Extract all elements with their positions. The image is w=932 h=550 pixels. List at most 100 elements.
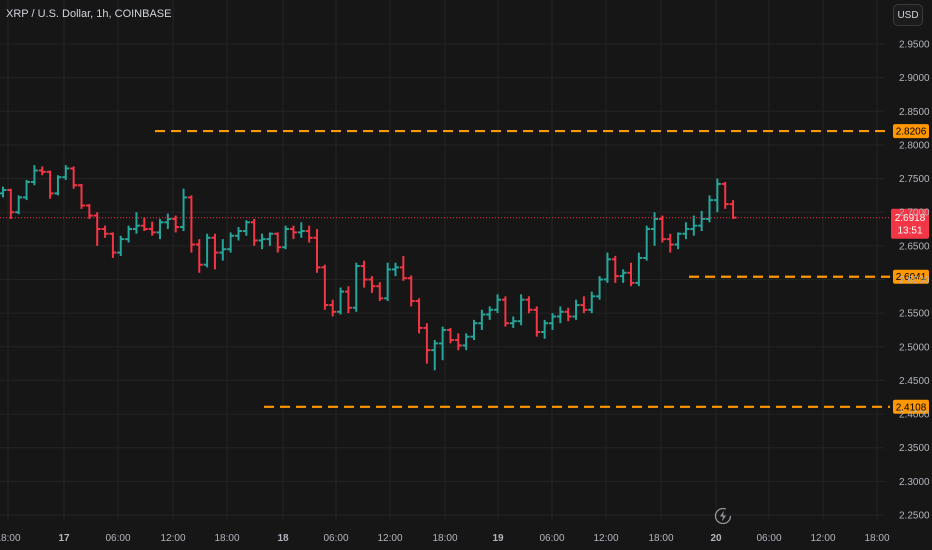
- ohlc-bar: [706, 195, 713, 223]
- ohlc-bar: [132, 212, 140, 234]
- ohlc-bar: [525, 296, 533, 314]
- y-tick-label: 2.5000: [899, 342, 930, 353]
- ohlc-bar: [643, 225, 651, 261]
- currency-button[interactable]: USD: [893, 4, 923, 26]
- y-tick-label: 2.9000: [899, 73, 930, 84]
- y-tick-label: 2.6500: [899, 241, 930, 252]
- ohlc-bar: [62, 165, 70, 180]
- ohlc-bar: [235, 227, 242, 241]
- ohlc-bar: [78, 183, 85, 209]
- ohlc-bar: [7, 188, 15, 219]
- ohlc-bar: [46, 170, 54, 199]
- x-tick-label: 19: [492, 533, 504, 544]
- x-tick-label: 18:00: [432, 533, 457, 544]
- last-price-badge: [891, 208, 929, 239]
- level-lines: 2.6918 13:51 2.8206 2.6041 2.4108: [0, 124, 929, 414]
- ohlc-bar: [439, 326, 447, 361]
- ohlc-bar: [203, 233, 211, 268]
- level-badge: [893, 399, 929, 414]
- ohlc-bar: [635, 252, 643, 287]
- ohlc-bar: [517, 294, 525, 326]
- ohlc-bar: [337, 287, 345, 315]
- y-tick-label: 2.9500: [899, 40, 930, 51]
- y-tick-label: 2.4000: [899, 410, 930, 421]
- ohlc-bar: [611, 255, 619, 283]
- x-tick-label: 18:00: [864, 533, 889, 544]
- ohlc-bar: [282, 225, 290, 250]
- ohlc-bar: [431, 340, 439, 371]
- ohlc-bar: [368, 276, 376, 293]
- ohlc-bar: [219, 239, 227, 261]
- ohlc-bar: [305, 225, 313, 243]
- x-tick-label: 18: [277, 533, 289, 544]
- ohlc-bar: [180, 188, 188, 232]
- ohlc-bar: [258, 233, 266, 250]
- ohlc-bar: [0, 186, 7, 198]
- y-tick-label: 2.6000: [899, 275, 930, 286]
- ohlc-bar: [360, 260, 368, 288]
- ohlc-bar: [156, 218, 164, 240]
- ohlc-bar: [187, 195, 195, 253]
- x-tick-label: 12:00: [377, 533, 402, 544]
- x-tick-label: 06:00: [323, 533, 348, 544]
- ohlc-bar: [580, 296, 588, 314]
- ohlc-bar: [572, 299, 580, 320]
- ohlc-bar: [478, 309, 486, 330]
- y-tick-label: 2.7000: [899, 208, 930, 219]
- ohlc-bar: [674, 232, 682, 250]
- ohlc-bar: [713, 178, 721, 213]
- y-tick-label: 2.5500: [899, 309, 930, 320]
- ohlc-bar: [344, 286, 352, 314]
- ohlc-bar: [376, 282, 384, 302]
- ohlc-bar: [698, 210, 706, 232]
- ohlc-bar: [38, 166, 46, 176]
- ohlc-bar: [588, 291, 596, 314]
- ohlc-bar: [266, 232, 274, 246]
- x-tick-label: 12:00: [593, 533, 618, 544]
- x-tick-label: 18:00: [214, 533, 239, 544]
- y-tick-label: 2.2500: [899, 511, 930, 522]
- ohlc-bar: [70, 166, 78, 189]
- ohlc-bar: [30, 165, 38, 186]
- ohlc-bar: [289, 225, 297, 240]
- ohlc-bar: [140, 217, 148, 232]
- ohlc-bar: [148, 221, 156, 236]
- ohlc-bar: [313, 229, 321, 273]
- level-badge: [893, 124, 929, 139]
- ohlc-bar: [23, 179, 31, 201]
- level-label: 2.8206: [896, 127, 927, 138]
- ohlc-bar: [533, 306, 541, 337]
- ohlc-bar: [242, 220, 250, 236]
- ohlc-bar: [682, 222, 690, 240]
- ohlc-bar: [666, 233, 674, 253]
- x-tick-label: 06:00: [539, 533, 564, 544]
- ohlc-bar: [384, 262, 392, 302]
- ohlc-bar: [85, 204, 93, 219]
- ohlc-bar: [690, 215, 698, 236]
- ohlc-bar: [195, 239, 203, 273]
- y-tick-label: 2.4500: [899, 376, 930, 387]
- ohlc-bar: [415, 298, 423, 334]
- ohlc-bar: [721, 181, 729, 209]
- ohlc-bar: [556, 306, 564, 324]
- axes: 2.2500 2.3000 2.3500 2.4000 2.4500 2.5000 2.55…: [0, 40, 930, 545]
- x-tick-label: 06:00: [756, 533, 781, 544]
- ohlc-bar: [274, 232, 282, 253]
- lightning-circle-icon[interactable]: [713, 506, 733, 526]
- ohlc-bar: [486, 306, 494, 320]
- ohlc-bar: [54, 175, 62, 196]
- ohlc-bar: [399, 255, 407, 281]
- ohlc-bar: [250, 218, 258, 246]
- ohlc-bar: [658, 215, 666, 243]
- ohlc-bar: [297, 222, 305, 238]
- x-tick-label: 17: [58, 533, 70, 544]
- y-tick-label: 2.8000: [899, 140, 930, 151]
- ohlc-bar: [109, 232, 117, 258]
- level-badge: [893, 269, 929, 284]
- ohlc-bar: [352, 262, 360, 312]
- grid-lines: [0, 0, 885, 520]
- ohlc-bar: [596, 276, 604, 300]
- last-price-label: 2.6918: [895, 213, 926, 224]
- ohlc-bar: [619, 269, 627, 283]
